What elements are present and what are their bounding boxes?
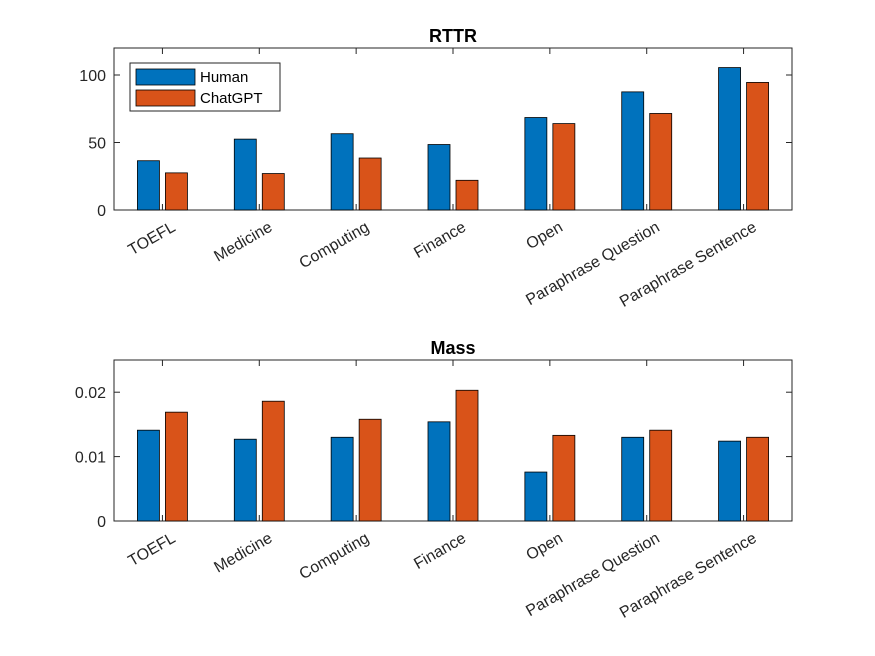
rttr-xtick-label-toefl: TOEFL	[126, 219, 179, 259]
mass-xtick-label-toefl: TOEFL	[126, 530, 179, 570]
rttr-bar-human-finance	[427, 144, 451, 211]
rttr-bar-chatgpt-toefl	[165, 172, 188, 211]
rttr-legend-swatch-chatgpt	[135, 89, 196, 107]
mass-title: Mass	[430, 338, 475, 358]
rttr-bar-chatgpt-open	[552, 123, 576, 211]
rttr-bar-human-computing	[330, 133, 354, 211]
rttr-bar-human-paraphrase-sentence	[718, 67, 741, 211]
mass-bar-chatgpt-paraphrase-sentence	[746, 436, 769, 522]
mass-bar-chatgpt-medicine	[261, 400, 285, 522]
mass-xtick-label-computing: Computing	[297, 530, 373, 583]
mass-bar-chatgpt-finance	[455, 389, 479, 522]
rttr-bar-human-medicine	[233, 138, 257, 211]
rttr-legend-label-human: Human	[200, 69, 248, 86]
mass-ytick-label: 0	[97, 514, 106, 531]
mass-ytick-label: 0.02	[75, 385, 106, 402]
rttr-title: RTTR	[429, 26, 477, 46]
mass-bar-chatgpt-paraphrase-question	[649, 429, 673, 522]
mass-bar-chatgpt-computing	[358, 418, 382, 522]
rttr-legend: Human ChatGPT	[129, 62, 281, 112]
rttr-bar-human-paraphrase-question	[621, 91, 645, 211]
rttr-bar-chatgpt-medicine	[261, 173, 285, 211]
mass-xtick-label-finance: Finance	[411, 530, 469, 573]
mass-chart: Mass 0 0.01 0.02 TOEFL Medicine Computing Finan…	[75, 338, 793, 622]
mass-bar-human-computing	[330, 436, 354, 522]
rttr-bar-chatgpt-paraphrase-question	[649, 113, 673, 211]
rttr-xtick-label-medicine: Medicine	[211, 219, 275, 266]
mass-bar-chatgpt-open	[552, 434, 576, 522]
rttr-xtick-label-open: Open	[523, 219, 565, 253]
mass-axes-box	[113, 359, 793, 522]
mass-xtick-label-open: Open	[523, 530, 565, 564]
rttr-ytick-label: 0	[97, 203, 106, 220]
mass-ytick-label: 0.01	[75, 450, 106, 467]
mass-bar-human-finance	[427, 421, 451, 522]
mass-bar-human-medicine	[233, 438, 257, 522]
rttr-bar-chatgpt-paraphrase-sentence	[746, 82, 769, 211]
mass-xtick-label-medicine: Medicine	[211, 530, 275, 577]
rttr-ytick-label: 100	[79, 68, 106, 85]
rttr-chart: RTTR 0 50 100 TOEFL Medicine Computing Finance O…	[79, 26, 793, 311]
mass-bar-human-toefl	[137, 429, 160, 522]
rttr-bar-chatgpt-computing	[358, 157, 382, 211]
rttr-xtick-label-computing: Computing	[297, 219, 373, 272]
rttr-legend-swatch-human	[135, 68, 196, 86]
rttr-xtick-label-finance: Finance	[411, 219, 469, 262]
mass-bar-human-paraphrase-sentence	[718, 440, 741, 522]
rttr-bar-human-toefl	[137, 160, 160, 211]
rttr-legend-label-chatgpt: ChatGPT	[200, 90, 263, 107]
mass-bar-chatgpt-toefl	[165, 411, 188, 522]
mass-bar-human-open	[524, 471, 548, 522]
rttr-bar-chatgpt-finance	[455, 179, 479, 211]
mass-bar-human-paraphrase-question	[621, 436, 645, 522]
rttr-bar-human-open	[524, 117, 548, 211]
rttr-ytick-label: 50	[88, 136, 106, 153]
